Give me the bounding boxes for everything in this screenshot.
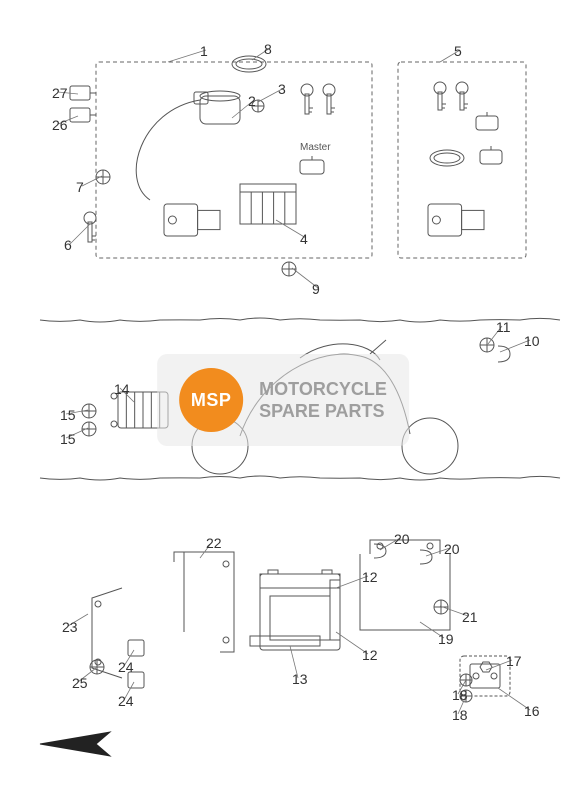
- callout-10: 10: [524, 334, 540, 348]
- callout-5: 5: [454, 44, 462, 58]
- callout-27: 27: [52, 86, 68, 100]
- callout-15: 15: [60, 432, 76, 446]
- callout-23: 23: [62, 620, 78, 634]
- watermark-badge-text: MSP: [191, 390, 232, 411]
- watermark-text: MOTORCYCLE SPARE PARTS: [259, 378, 387, 423]
- callout-21: 21: [462, 610, 478, 624]
- callout-4: 4: [300, 232, 308, 246]
- callout-19: 19: [438, 632, 454, 646]
- callout-20: 20: [444, 542, 460, 556]
- watermark-line1: MOTORCYCLE: [259, 378, 387, 401]
- callout-17: 17: [506, 654, 522, 668]
- callout-6: 6: [64, 238, 72, 252]
- callout-9: 9: [312, 282, 320, 296]
- callout-12: 12: [362, 648, 378, 662]
- callout-20: 20: [394, 532, 410, 546]
- callout-1: 1: [200, 44, 208, 58]
- callout-16: 16: [524, 704, 540, 718]
- callout-25: 25: [72, 676, 88, 690]
- callout-3: 3: [278, 82, 286, 96]
- callout-22: 22: [206, 536, 222, 550]
- callout-24: 24: [118, 660, 134, 674]
- watermark-line2: SPARE PARTS: [259, 400, 387, 423]
- callout-12: 12: [362, 570, 378, 584]
- callout-24: 24: [118, 694, 134, 708]
- callout-7: 7: [76, 180, 84, 194]
- svg-text:Master: Master: [300, 142, 331, 153]
- callout-13: 13: [292, 672, 308, 686]
- callout-18: 18: [452, 688, 468, 702]
- watermark-badge: MSP: [179, 368, 243, 432]
- callout-2: 2: [248, 94, 256, 108]
- callout-11: 11: [496, 320, 511, 334]
- callout-14: 14: [114, 382, 130, 396]
- diagram-stage: Master 123456789101112121314151516171818…: [0, 0, 566, 800]
- watermark-panel: MSP MOTORCYCLE SPARE PARTS: [157, 354, 409, 446]
- callout-8: 8: [264, 42, 272, 56]
- callout-18: 18: [452, 708, 468, 722]
- callout-26: 26: [52, 118, 68, 132]
- callout-15: 15: [60, 408, 76, 422]
